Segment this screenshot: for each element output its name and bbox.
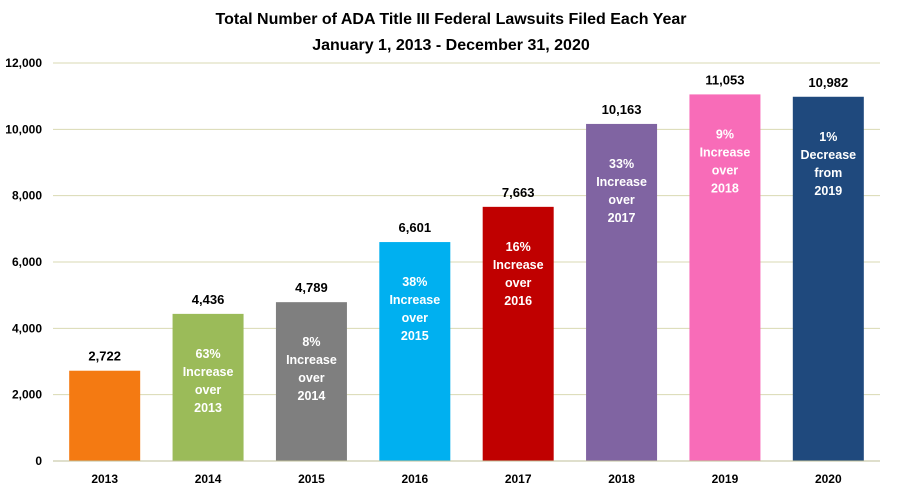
y-tick-label: 12,000 [5, 56, 42, 70]
value-label-2017: 7,663 [502, 185, 535, 200]
change-annotation-2017: 16% Increase over 2016 [493, 240, 544, 308]
annotation-line: 2015 [401, 329, 429, 343]
x-tick-label: 2014 [195, 472, 222, 486]
annotation-line: Increase [286, 353, 337, 367]
value-label-2020: 10,982 [808, 75, 848, 90]
bar-2017 [482, 206, 554, 461]
data-labels: 2,722 4,436 63% Increase over 2013 4,789 8% Incr… [88, 72, 856, 414]
axes: 0 2,000 4,000 6,000 8,000 10,000 12,000 2013 201… [5, 56, 880, 486]
annotation-line: 63% [196, 347, 221, 361]
y-tick-label: 10,000 [5, 122, 42, 136]
bar-2018 [586, 123, 658, 461]
change-annotation-2014: 63% Increase over 2013 [183, 347, 234, 415]
annotation-line: Decrease [801, 148, 857, 162]
annotation-line: 2018 [711, 181, 739, 195]
change-annotation-2015: 8% Increase over 2014 [286, 335, 337, 403]
annotation-line: over [712, 163, 739, 177]
bar-2019 [689, 94, 761, 461]
annotation-line: 2017 [608, 211, 636, 225]
annotation-line: over [402, 311, 429, 325]
change-annotation-2016: 38% Increase over 2015 [389, 275, 440, 343]
change-annotation-2018: 33% Increase over 2017 [596, 157, 647, 225]
change-annotation-2020: 1% Decrease from 2019 [801, 130, 857, 198]
annotation-line: over [505, 276, 532, 290]
annotation-line: 2016 [504, 294, 532, 308]
annotation-line: Increase [183, 365, 234, 379]
y-tick-label: 2,000 [12, 388, 42, 402]
annotation-line: 2014 [298, 389, 326, 403]
annotation-line: over [608, 193, 635, 207]
annotation-line: over [195, 383, 222, 397]
x-tick-label: 2016 [401, 472, 428, 486]
value-label-2015: 4,789 [295, 280, 328, 295]
y-tick-label: 0 [35, 454, 42, 468]
bar-2015 [275, 302, 347, 461]
bar-2014 [172, 313, 244, 461]
x-tick-label: 2020 [815, 472, 842, 486]
value-label-2013: 2,722 [88, 349, 121, 364]
bar-2013 [69, 370, 141, 461]
annotation-line: 2019 [814, 184, 842, 198]
annotation-line: over [298, 371, 325, 385]
annotation-line: 1% [819, 130, 837, 144]
bars [69, 94, 864, 461]
annotation-line: 33% [609, 157, 634, 171]
bar-2020 [792, 96, 864, 461]
value-label-2014: 4,436 [192, 292, 225, 307]
chart-subtitle: January 1, 2013 - December 31, 2020 [312, 37, 590, 54]
x-tick-label: 2019 [712, 472, 739, 486]
value-label-2016: 6,601 [399, 220, 432, 235]
change-annotation-2019: 9% Increase over 2018 [700, 127, 751, 195]
bar-2016 [379, 242, 451, 461]
x-tick-label: 2013 [91, 472, 118, 486]
y-tick-label: 4,000 [12, 321, 42, 335]
y-tick-label: 8,000 [12, 189, 42, 203]
annotation-line: 38% [402, 275, 427, 289]
value-label-2019: 11,053 [705, 72, 744, 87]
chart-title: Total Number of ADA Title III Federal La… [216, 11, 687, 28]
annotation-line: Increase [389, 293, 440, 307]
annotation-line: 8% [302, 335, 320, 349]
annotation-line: from [814, 166, 842, 180]
annotation-line: 2013 [194, 401, 222, 415]
x-tick-label: 2018 [608, 472, 635, 486]
annotation-line: Increase [700, 145, 751, 159]
value-label-2018: 10,163 [602, 102, 642, 117]
annotation-line: 16% [506, 240, 531, 254]
x-tick-label: 2017 [505, 472, 532, 486]
annotation-line: Increase [596, 175, 647, 189]
annotation-line: 9% [716, 127, 734, 141]
y-tick-label: 6,000 [12, 255, 42, 269]
x-tick-label: 2015 [298, 472, 325, 486]
annotation-line: Increase [493, 258, 544, 272]
